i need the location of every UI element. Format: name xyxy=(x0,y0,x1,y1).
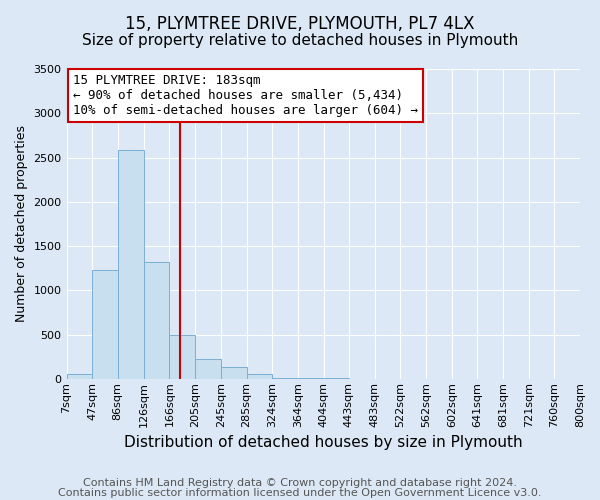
Text: 15, PLYMTREE DRIVE, PLYMOUTH, PL7 4LX: 15, PLYMTREE DRIVE, PLYMOUTH, PL7 4LX xyxy=(125,15,475,33)
Bar xyxy=(221,368,247,379)
Bar xyxy=(247,374,272,379)
Text: Size of property relative to detached houses in Plymouth: Size of property relative to detached ho… xyxy=(82,32,518,48)
Bar xyxy=(67,374,92,379)
Bar xyxy=(195,360,221,379)
Text: Contains public sector information licensed under the Open Government Licence v3: Contains public sector information licen… xyxy=(58,488,542,498)
Text: 15 PLYMTREE DRIVE: 183sqm
← 90% of detached houses are smaller (5,434)
10% of se: 15 PLYMTREE DRIVE: 183sqm ← 90% of detac… xyxy=(73,74,418,116)
Bar xyxy=(169,334,195,379)
Bar xyxy=(118,150,143,379)
Bar xyxy=(143,262,169,379)
X-axis label: Distribution of detached houses by size in Plymouth: Distribution of detached houses by size … xyxy=(124,435,523,450)
Bar xyxy=(92,270,118,379)
Bar xyxy=(298,378,323,379)
Y-axis label: Number of detached properties: Number of detached properties xyxy=(15,126,28,322)
Bar xyxy=(272,378,298,379)
Text: Contains HM Land Registry data © Crown copyright and database right 2024.: Contains HM Land Registry data © Crown c… xyxy=(83,478,517,488)
